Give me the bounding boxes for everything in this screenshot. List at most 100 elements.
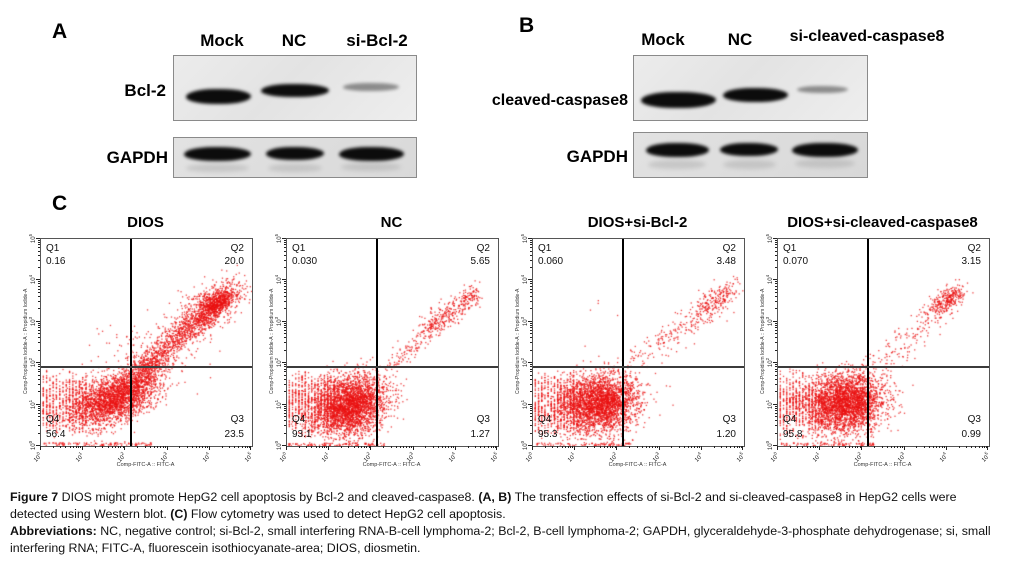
caption-panel-c-ref: (C)	[170, 506, 188, 521]
panel-a-lane-si-bcl-2: si-Bcl-2	[346, 31, 408, 50]
quadrant-value-q4: 95.3	[538, 429, 558, 440]
quadrant-value-q4: 95.8	[783, 429, 803, 440]
quadrant-name-q1: Q1	[46, 243, 60, 254]
protein-band	[720, 143, 779, 157]
quadrant-gate-vertical	[130, 239, 132, 446]
panel-b-blot-gapdh	[633, 132, 868, 178]
flow-plot-title: DIOS	[127, 214, 164, 231]
quadrant-name-q1: Q1	[538, 243, 552, 254]
quadrant-name-q3: Q3	[476, 414, 490, 425]
quadrant-gate-vertical	[867, 239, 869, 446]
quadrant-name-q3: Q3	[967, 414, 981, 425]
quadrant-value-q3: 0.99	[961, 429, 981, 440]
caption-abbreviations: Abbreviations: NC, negative control; si-…	[10, 523, 1006, 557]
caption-text-2: The transfection effects of si-Bcl-2 and…	[10, 490, 957, 521]
flow-plot-title: NC	[380, 214, 403, 231]
protein-band	[340, 162, 402, 171]
panel-b-lane-mock: Mock	[641, 30, 685, 49]
protein-band	[265, 147, 325, 161]
quadrant-gate-vertical	[622, 239, 624, 446]
quadrant-gate-vertical	[376, 239, 378, 446]
quadrant-name-q4: Q4	[46, 414, 60, 425]
quadrant-value-q3: 1.27	[470, 429, 490, 440]
x-axis-ticks	[40, 445, 251, 451]
x-axis-ticks	[532, 445, 743, 451]
quadrant-name-q1: Q1	[783, 243, 797, 254]
flow-plot-dios-si-bcl-2: DIOS+si-Bcl-2 Q1 0.060 Q2 3.48 Q3 1.20 Q4 95.3 10…	[515, 214, 745, 474]
quadrant-name-q4: Q4	[783, 414, 797, 425]
y-axis-label: Comp-Propidium Iodide-A :: Propidium Iod…	[515, 288, 521, 395]
quadrant-value-q2: 5.65	[470, 256, 490, 267]
protein-band	[797, 86, 849, 94]
protein-band	[186, 163, 249, 172]
panel-b-lane-si-cleaved-caspase8: si-cleaved-caspase8	[789, 28, 945, 45]
flow-plot-dios: DIOS Q1 0.16 Q2 20.0 Q3 23.5 Q4 56.4 100 100 101 101…	[23, 214, 253, 474]
quadrant-value-q3: 23.5	[224, 429, 244, 440]
panel-b-blot-cleaved-caspase8	[633, 55, 868, 121]
quadrant-gate-horizontal	[533, 365, 744, 368]
quadrant-name-q2: Q2	[967, 243, 981, 254]
quadrant-value-q4: 56.4	[46, 429, 66, 440]
panel-c-label: C	[52, 192, 68, 215]
quadrant-value-q2: 20.0	[224, 256, 244, 267]
quadrant-gate-horizontal	[287, 365, 498, 368]
flow-plot-area: Q1 0.030 Q2 5.65 Q3 1.27 Q4 93.1	[286, 238, 499, 447]
scatter-canvas	[41, 239, 252, 446]
quadrant-name-q2: Q2	[476, 243, 490, 254]
y-axis-ticks	[526, 238, 532, 446]
y-axis-label: Comp-Propidium Iodide-A :: Propidium Iod…	[23, 288, 29, 395]
panel-a-lane-mock: Mock	[200, 31, 244, 50]
quadrant-name-q4: Q4	[292, 414, 306, 425]
panel-a-label: A	[52, 20, 68, 43]
panel-b-label: B	[519, 14, 535, 37]
caption-text-1: DIOS might promote HepG2 cell apoptosis …	[58, 490, 479, 504]
panel-a-target-gapdh: GAPDH	[106, 148, 168, 167]
quadrant-name-q1: Q1	[292, 243, 306, 254]
caption-panel-ab-ref: (A, B)	[478, 490, 512, 504]
y-axis-label: Comp-Propidium Iodide-A :: Propidium Iod…	[760, 288, 766, 395]
y-axis-ticks	[34, 238, 40, 446]
scatter-canvas	[287, 239, 498, 446]
panel-b-lane-nc: NC	[727, 30, 753, 49]
figure-caption: Figure 7 DIOS might promote HepG2 cell a…	[10, 489, 1006, 557]
y-axis-label: Comp-Propidium Iodide-A :: Propidium Iod…	[269, 288, 275, 395]
x-axis-ticks	[286, 445, 497, 451]
protein-band	[343, 82, 400, 91]
panel-a-lane-nc: NC	[281, 31, 307, 50]
quadrant-value-q1: 0.060	[538, 256, 564, 267]
caption-main: Figure 7 DIOS might promote HepG2 cell a…	[10, 489, 1006, 523]
flow-plot-title: DIOS+si-cleaved-caspase8	[787, 214, 978, 231]
flow-plot-area: Q1 0.060 Q2 3.48 Q3 1.20 Q4 95.3	[532, 238, 745, 447]
quadrant-name-q3: Q3	[722, 414, 736, 425]
quadrant-value-q3: 1.20	[716, 429, 736, 440]
flow-plot-title: DIOS+si-Bcl-2	[587, 214, 688, 231]
quadrant-value-q2: 3.15	[961, 256, 981, 267]
panel-a-blot-bcl-2	[173, 55, 417, 121]
protein-band	[722, 160, 777, 170]
x-axis-ticks	[777, 445, 988, 451]
panel-a-blot-gapdh	[173, 137, 417, 178]
protein-band	[792, 142, 858, 157]
protein-band	[338, 146, 404, 161]
panel-b-target-cleaved-caspase8: cleaved-caspase8	[491, 92, 628, 109]
panel-a-target-bcl-2: Bcl-2	[124, 81, 166, 100]
quadrant-name-q3: Q3	[230, 414, 244, 425]
x-axis-label: Comp-FITC-A :: FITC-A	[362, 462, 421, 468]
protein-band	[722, 88, 788, 102]
protein-band	[183, 147, 252, 162]
flow-plot-area: Q1 0.16 Q2 20.0 Q3 23.5 Q4 56.4	[40, 238, 253, 447]
panel-b-target-gapdh: GAPDH	[566, 147, 628, 166]
protein-band	[794, 159, 856, 169]
scatter-canvas	[533, 239, 744, 446]
abbreviations-text: NC, negative control; si-Bcl-2, small in…	[10, 523, 991, 555]
caption-figure-number: Figure 7	[10, 490, 59, 504]
protein-band	[645, 143, 709, 158]
protein-band	[640, 91, 716, 108]
quadrant-value-q2: 3.48	[716, 256, 736, 267]
quadrant-value-q1: 0.030	[292, 256, 318, 267]
flow-plot-nc: NC Q1 0.030 Q2 5.65 Q3 1.27 Q4 93.1 100 100 101 101 1…	[269, 214, 499, 474]
scatter-canvas	[778, 239, 989, 446]
abbreviations-label: Abbreviations:	[10, 523, 97, 538]
quadrant-name-q2: Q2	[230, 243, 244, 254]
